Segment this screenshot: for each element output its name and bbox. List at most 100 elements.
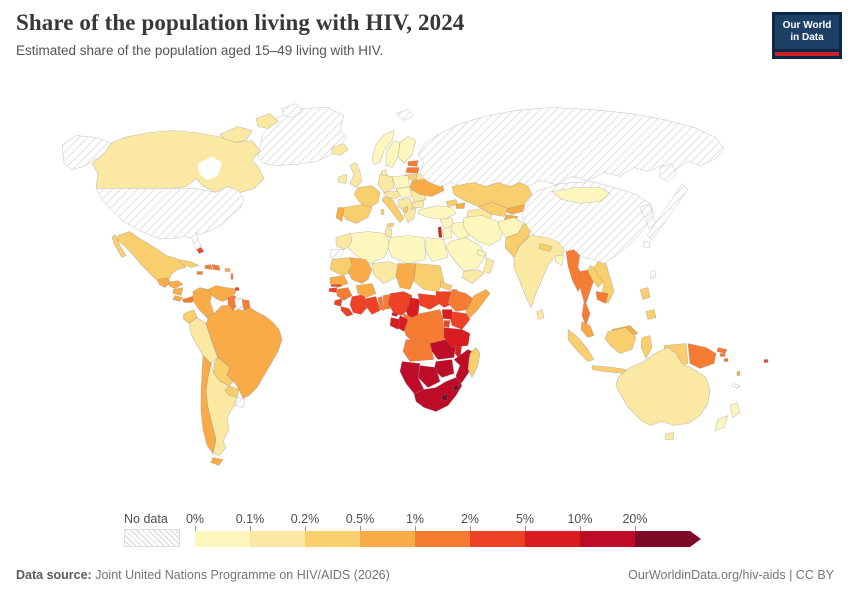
country-norway[interactable] [371, 130, 395, 165]
country-indonesia-sumatra[interactable] [567, 329, 595, 362]
country-turkey[interactable] [417, 205, 457, 220]
country-ireland[interactable] [337, 174, 348, 184]
country-sri-lanka[interactable] [536, 309, 545, 320]
country-new-zealand-south[interactable] [714, 415, 729, 431]
legend-bin[interactable]: 20% [622, 512, 690, 547]
legend-bin[interactable]: 2% [461, 512, 525, 547]
country-brazil[interactable] [205, 305, 283, 399]
country-russia[interactable] [417, 107, 725, 187]
country-iran[interactable] [462, 215, 505, 246]
country-guatemala[interactable] [157, 277, 172, 288]
country-puerto-rico[interactable] [224, 268, 231, 272]
country-north-korea[interactable] [639, 203, 653, 218]
country-dominican-republic[interactable] [211, 264, 221, 271]
country-niger[interactable] [371, 261, 399, 284]
legend-bin[interactable]: 0.2% [291, 512, 360, 547]
country-taiwan[interactable] [649, 270, 657, 279]
country-france[interactable] [353, 185, 381, 209]
country-togo[interactable] [377, 296, 385, 311]
country-equatorial-guinea[interactable] [391, 312, 399, 317]
legend-bin[interactable]: 0% [186, 512, 250, 547]
country-tanzania[interactable] [443, 327, 471, 348]
country-honduras[interactable] [167, 280, 184, 289]
country-spain[interactable] [340, 204, 373, 224]
country-philippines-luzon[interactable] [639, 287, 651, 300]
country-haiti[interactable] [204, 264, 213, 270]
country-rwanda-burundi[interactable] [443, 320, 451, 328]
country-lesotho[interactable] [440, 394, 449, 401]
country-madagascar[interactable] [467, 347, 481, 378]
country-latvia[interactable] [405, 167, 420, 174]
country-bulgaria[interactable] [411, 200, 425, 208]
country-ghana[interactable] [365, 296, 381, 315]
country-trinidad-and-tobago[interactable] [234, 287, 240, 291]
country-mexico-baja[interactable] [111, 234, 127, 258]
country-indonesia-kalimantan[interactable] [604, 327, 637, 354]
country-azerbaijan[interactable] [455, 202, 466, 209]
country-nicaragua[interactable] [172, 287, 184, 296]
legend-bin[interactable]: 10% [567, 512, 635, 547]
legend-bin[interactable]: 0.5% [346, 512, 415, 547]
country-poland[interactable] [391, 175, 411, 189]
country-gambia[interactable] [330, 284, 342, 287]
country-benin[interactable] [382, 294, 391, 310]
country-yemen[interactable] [461, 269, 485, 284]
country-western-sahara[interactable] [329, 249, 345, 260]
country-bangladesh[interactable] [554, 255, 565, 266]
country-germany[interactable] [377, 174, 395, 193]
country-portugal[interactable] [335, 207, 345, 222]
country-indonesia-java[interactable] [591, 365, 627, 374]
legend-bin[interactable]: 1% [406, 512, 470, 547]
country-greenland[interactable] [257, 107, 347, 166]
country-cambodia[interactable] [595, 291, 609, 304]
country-central-african-republic[interactable] [417, 293, 441, 310]
country-united-kingdom[interactable] [349, 162, 363, 188]
country-kyrgyzstan[interactable] [505, 204, 527, 215]
country-bahamas[interactable] [196, 247, 205, 254]
country-mongolia[interactable] [551, 187, 611, 204]
country-new-zealand-north[interactable] [729, 402, 741, 418]
country-sierra-leone[interactable] [333, 298, 343, 307]
country-saudi-arabia[interactable] [445, 237, 487, 272]
country-lesser-antilles[interactable] [230, 273, 234, 280]
country-egypt[interactable] [425, 237, 449, 262]
country-libya[interactable] [387, 235, 427, 264]
country-new-britain[interactable] [716, 347, 728, 354]
country-malaysia[interactable] [580, 321, 595, 338]
country-tunisia[interactable] [384, 227, 393, 238]
country-nepal[interactable] [538, 243, 553, 252]
country-sardinia[interactable] [380, 209, 385, 215]
country-canada[interactable] [91, 130, 265, 193]
country-japan-kyushu[interactable] [642, 241, 651, 248]
country-eritrea[interactable] [439, 281, 453, 291]
country-japan-hokkaido[interactable] [659, 163, 677, 182]
country-philippines-mindanao[interactable] [645, 309, 657, 320]
legend-no-data[interactable]: No data [124, 512, 180, 547]
country-arctic-island[interactable] [281, 103, 304, 118]
country-tierra-del-fuego[interactable] [210, 457, 224, 466]
country-argentina[interactable] [205, 363, 238, 456]
country-jordan[interactable] [441, 227, 453, 240]
country-papua-new-guinea[interactable] [687, 343, 717, 369]
country-sicily[interactable] [386, 223, 395, 228]
country-australia[interactable] [615, 347, 711, 426]
country-suriname[interactable] [234, 298, 245, 310]
legend-bin[interactable]: 5% [516, 512, 580, 547]
owid-logo[interactable]: Our World in Data [772, 12, 842, 59]
country-ethiopia[interactable] [447, 289, 475, 312]
country-vanuatu[interactable] [736, 371, 741, 376]
country-chad[interactable] [395, 263, 417, 290]
country-liberia[interactable] [340, 306, 354, 317]
country-china[interactable] [521, 181, 655, 264]
country-uae[interactable] [476, 249, 487, 257]
country-angola[interactable] [402, 339, 435, 362]
country-somalia[interactable] [465, 289, 491, 320]
country-canada-arctic-b[interactable] [255, 113, 279, 129]
country-costa-rica[interactable] [172, 295, 184, 302]
country-india[interactable] [513, 233, 567, 308]
country-united-states[interactable] [95, 186, 245, 251]
country-estonia[interactable] [407, 160, 419, 167]
country-alpine-states[interactable] [383, 190, 403, 199]
country-gabon[interactable] [389, 317, 401, 330]
country-italy[interactable] [381, 196, 405, 223]
